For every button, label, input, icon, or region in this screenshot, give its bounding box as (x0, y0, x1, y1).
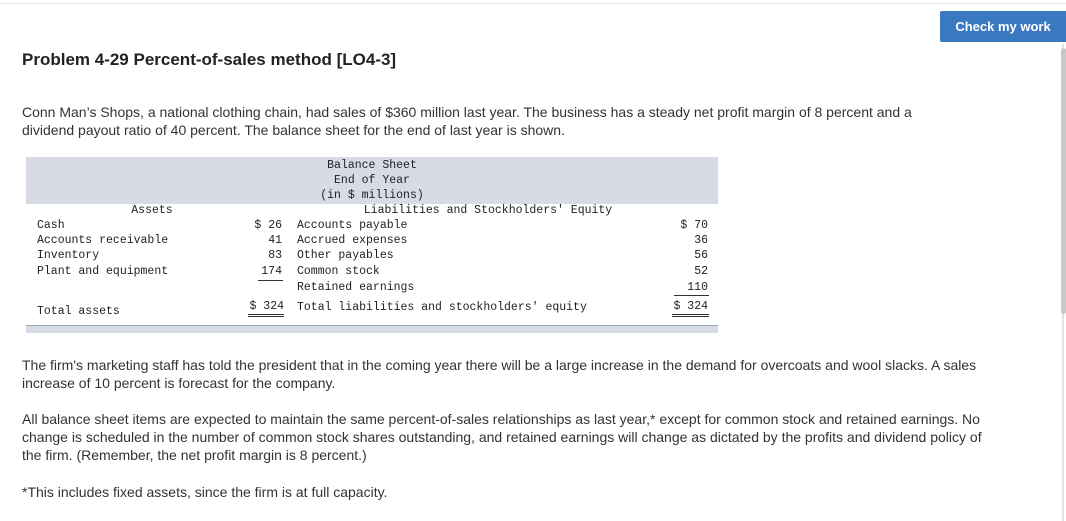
footnote: *This includes fixed assets, since the f… (22, 484, 388, 500)
asset-value: 83 (268, 249, 282, 262)
balance-sheet-footer-band (26, 325, 718, 333)
liability-label: Accounts payable (297, 219, 408, 232)
balance-sheet-units: (in $ millions) (320, 189, 424, 202)
liability-value: 52 (694, 265, 708, 278)
assumptions-paragraph: All balance sheet items are expected to … (22, 411, 982, 463)
asset-value: 174 (261, 265, 282, 278)
check-my-work-button[interactable]: Check my work (940, 11, 1066, 42)
total-liabilities-label: Total liabilities and stockholders' equi… (297, 301, 587, 314)
asset-label: Accounts receivable (37, 234, 169, 247)
liabilities-heading: Liabilities and Stockholders' Equity (363, 204, 613, 217)
problem-intro: Conn Man’s Shops, a national clothing ch… (22, 104, 912, 138)
total-assets-double-rule (248, 314, 284, 317)
total-assets-label: Total assets (37, 305, 120, 318)
total-assets-value: $ 324 (249, 300, 284, 313)
liabilities-subtotal-rule (674, 295, 709, 296)
liability-value: 56 (694, 249, 708, 262)
total-liabilities-value: $ 324 (673, 300, 708, 313)
balance-sheet-period: End of Year (334, 174, 410, 187)
balance-sheet-header-band (26, 157, 718, 204)
problem-title: Problem 4-29 Percent-of-sales method [LO… (22, 50, 397, 69)
asset-value: $ 26 (254, 219, 282, 232)
liability-value: 36 (694, 234, 708, 247)
asset-label: Cash (37, 219, 65, 232)
asset-value: 41 (268, 234, 282, 247)
liability-label: Retained earnings (297, 281, 415, 294)
liability-value: 110 (687, 281, 708, 294)
liability-label: Accrued expenses (297, 234, 408, 247)
marketing-paragraph: The firm's marketing staff has told the … (22, 357, 977, 391)
asset-label: Inventory (37, 249, 100, 262)
top-divider (0, 3, 1066, 4)
scrollbar-thumb[interactable] (1061, 48, 1066, 314)
assets-heading: Assets (131, 204, 173, 217)
asset-label: Plant and equipment (37, 265, 169, 278)
total-liabilities-double-rule (672, 314, 709, 317)
liability-label: Other payables (297, 249, 394, 262)
liability-value: $ 70 (680, 219, 708, 232)
liability-label: Common stock (297, 265, 380, 278)
assets-subtotal-rule (258, 280, 283, 281)
balance-sheet-table: Balance Sheet End of Year (in $ millions… (26, 157, 718, 333)
balance-sheet-title: Balance Sheet (327, 159, 417, 172)
